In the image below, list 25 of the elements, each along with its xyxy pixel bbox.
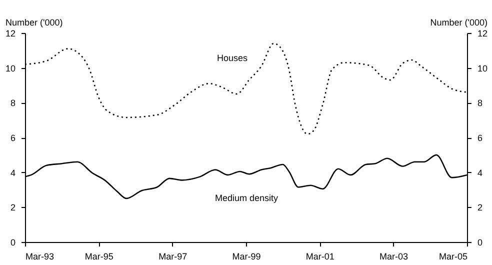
- y2-tick-label: 10: [478, 63, 488, 74]
- y2-tick-label: 2: [478, 202, 483, 213]
- y-tick-label: 6: [10, 133, 16, 143]
- y2-axis-title: Number ('000): [430, 18, 488, 28]
- y-tick-label: 12: [5, 28, 16, 38]
- x-tick-label: Mar-05: [438, 252, 468, 262]
- y2-tick-label: 6: [478, 133, 483, 143]
- y-tick-label: 8: [10, 98, 16, 108]
- text: Medium density: [215, 193, 279, 203]
- y-tick-label: 0: [10, 238, 16, 248]
- y-tick-label: 4: [10, 168, 16, 178]
- x-tick-label: Mar-03: [380, 252, 408, 262]
- y-axis-title: Number ('000): [6, 18, 63, 28]
- x-tick-label: Mar-95: [84, 252, 114, 262]
- x-tick-label: Mar-93: [26, 252, 54, 262]
- y-tick-label: 2: [10, 202, 16, 213]
- series-label: Houses: [217, 53, 248, 63]
- y2-tick-label: 12: [478, 28, 488, 38]
- y-tick-label: 10: [5, 63, 16, 74]
- x-tick-label: Mar-99: [232, 252, 261, 262]
- x-tick-label: Mar-01: [306, 252, 334, 262]
- x-tick-label: Mar-97: [158, 252, 188, 262]
- y2-tick-label: 0: [478, 238, 483, 248]
- y2-tick-label: 8: [478, 98, 483, 108]
- y2-tick-label: 4: [478, 168, 483, 178]
